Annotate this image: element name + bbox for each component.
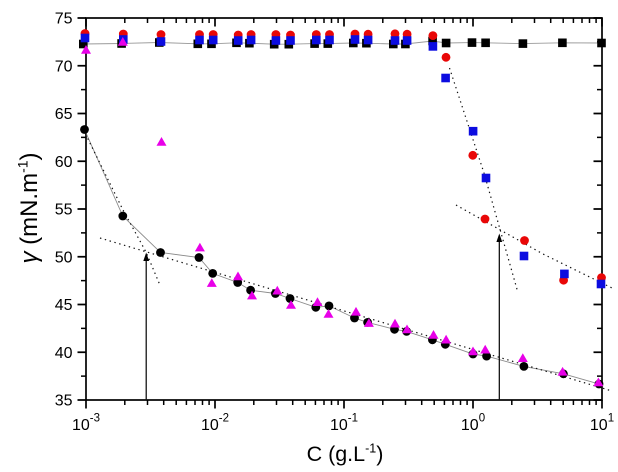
svg-text:65: 65	[55, 106, 73, 123]
svg-text:γ (mN.m-1): γ (mN.m-1)	[15, 152, 44, 263]
svg-text:60: 60	[55, 154, 73, 171]
svg-text:75: 75	[55, 11, 73, 28]
svg-text:45: 45	[55, 297, 73, 314]
svg-text:35: 35	[55, 393, 73, 410]
svg-text:70: 70	[55, 58, 73, 75]
svg-text:40: 40	[55, 345, 73, 362]
svg-text:55: 55	[55, 202, 73, 219]
svg-text:C (g.L-1): C (g.L-1)	[307, 442, 384, 467]
svg-text:50: 50	[55, 249, 73, 266]
